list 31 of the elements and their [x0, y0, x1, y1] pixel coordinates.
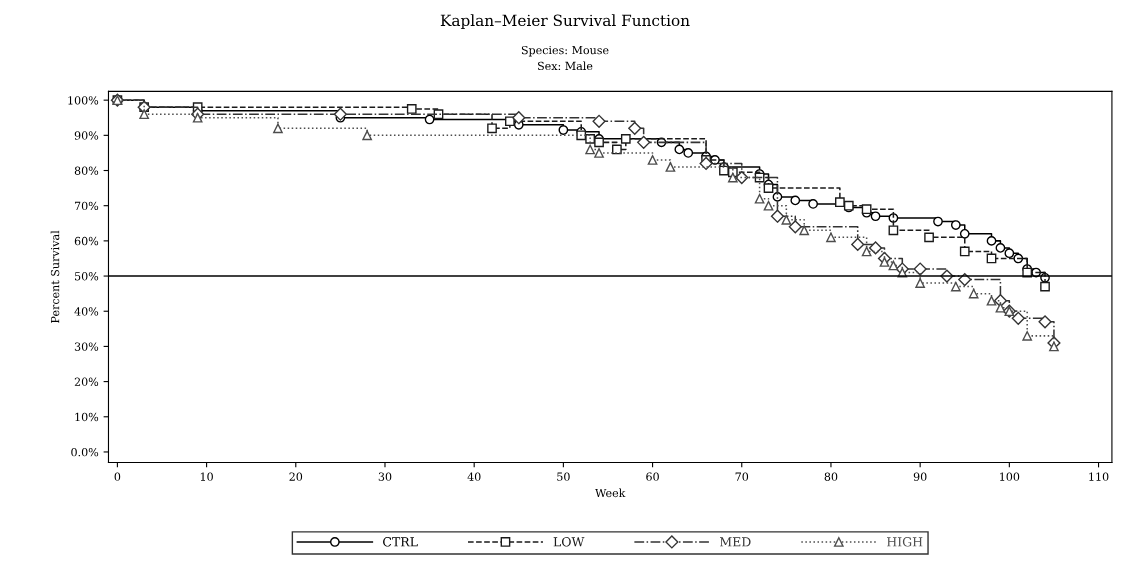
y-tick-label: 70% — [75, 201, 99, 211]
chart-title: Kaplan–Meier Survival Function — [440, 14, 690, 30]
x-tick-label: 50 — [557, 472, 570, 481]
y-tick-label: 0.0% — [71, 447, 99, 457]
x-tick-label: 110 — [1089, 472, 1109, 481]
x-tick-label: 60 — [646, 472, 659, 481]
chart-subtitle: Species: Mouse Sex: Male — [521, 45, 609, 71]
x-tick-label: 40 — [467, 472, 481, 481]
y-tick-label: 40% — [74, 307, 99, 316]
x-tick-label: 100 — [1000, 472, 1020, 481]
y-tick-label: 80% — [74, 166, 99, 175]
x-tick-label: 80 — [824, 472, 838, 481]
x-tick-label: 20 — [289, 472, 303, 481]
y-tick-label: 20% — [74, 377, 99, 386]
y-tick-label: 30% — [74, 342, 99, 351]
y-tick-label: 90% — [74, 131, 99, 140]
x-tick-label: 10 — [200, 472, 213, 481]
y-tick-label: 60% — [74, 236, 99, 246]
y-tick-label: 50% — [75, 272, 99, 281]
y-axis-title: Percent Survival — [50, 230, 60, 323]
x-tick-label: 0 — [114, 472, 121, 481]
text: LOW — [553, 537, 585, 547]
x-tick-label: 30 — [378, 472, 392, 481]
y-tick-label: 10% — [75, 412, 99, 422]
x-tick-label: 70 — [735, 472, 749, 481]
text: HIGH — [887, 537, 923, 547]
text: MED — [719, 537, 751, 547]
text: CTRL — [383, 537, 418, 547]
x-axis-title: Week — [595, 488, 626, 498]
y-tick-label: 100% — [68, 96, 99, 105]
x-tick-label: 90 — [913, 472, 927, 481]
